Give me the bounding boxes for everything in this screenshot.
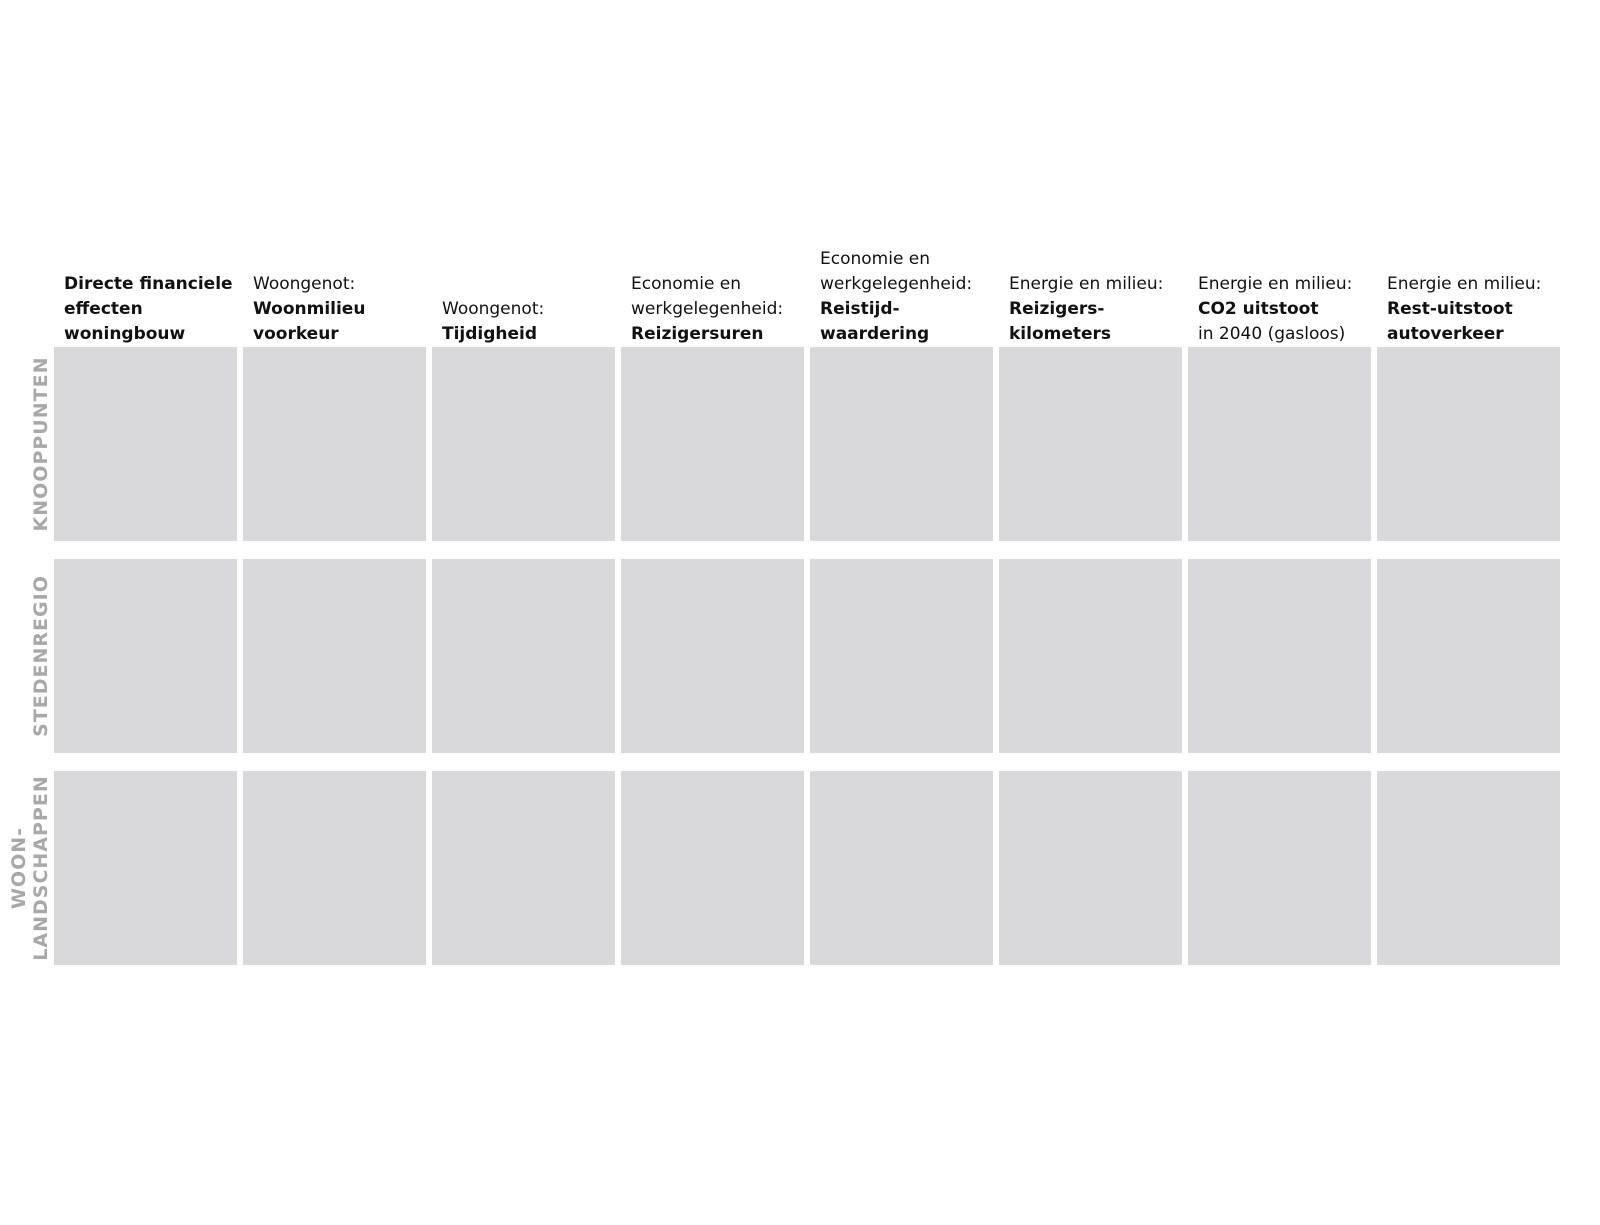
column-header-line: Reizigers- <box>1009 299 1104 319</box>
column-header-line: Energie en milieu: <box>1387 274 1541 294</box>
row-label-text: KNOOPPUNTEN <box>30 357 52 532</box>
panel <box>621 347 804 541</box>
panel <box>54 347 237 541</box>
row-label-text: STEDENREGIO <box>30 575 52 737</box>
panel <box>1377 559 1560 753</box>
panel <box>999 559 1182 753</box>
panel <box>432 771 615 965</box>
column-header: Energie en milieu: Rest-uitstoot autoverke… <box>1387 274 1541 344</box>
column-header: Woongenot: Woonmilieu voorkeur <box>253 274 365 344</box>
panel <box>999 771 1182 965</box>
panel <box>54 771 237 965</box>
column-header-line: Woongenot: <box>253 274 355 294</box>
column-header-line: voorkeur <box>253 324 339 344</box>
panel <box>54 559 237 753</box>
panel <box>810 347 993 541</box>
row-label: STEDENREGIO <box>30 575 52 737</box>
column-header: Economie en werkgelegenheid: Reistijd-waar… <box>820 249 972 344</box>
column-header-line: waardering <box>820 324 929 344</box>
row-label: WOON- LANDSCHAPPEN <box>8 775 52 960</box>
column-header: Energie en milieu: CO2 uitstoot in 2040 (g… <box>1198 274 1352 344</box>
column-header-line: Directe financiele <box>64 274 233 294</box>
panel <box>432 559 615 753</box>
panel <box>243 771 426 965</box>
column-header-line: werkgelegenheid: <box>631 299 783 319</box>
row-label-text: LANDSCHAPPEN <box>30 775 52 960</box>
panel <box>810 771 993 965</box>
panel <box>1377 347 1560 541</box>
panel <box>1188 347 1371 541</box>
panel <box>1188 771 1371 965</box>
panel <box>432 347 615 541</box>
column-header-line: effecten <box>64 299 143 319</box>
column-header: Economie en werkgelegenheid: Reizigersuren <box>631 274 783 344</box>
column-header-line: Woongenot: <box>442 299 544 319</box>
panel <box>243 559 426 753</box>
panel <box>810 559 993 753</box>
column-header-line: autoverkeer <box>1387 324 1504 344</box>
column-header-line: Reistijd- <box>820 299 900 319</box>
column-header-line: Reizigersuren <box>631 324 764 344</box>
column-header-line: in 2040 (gasloos) <box>1198 324 1345 344</box>
panel <box>1377 771 1560 965</box>
column-header-line: Rest-uitstoot <box>1387 299 1513 319</box>
column-header-line: kilometers <box>1009 324 1111 344</box>
panel <box>243 347 426 541</box>
panel <box>1188 559 1371 753</box>
panel <box>999 347 1182 541</box>
column-header-line: werkgelegenheid: <box>820 274 972 294</box>
column-header-line: woningbouw <box>64 324 186 344</box>
row-label: KNOOPPUNTEN <box>30 357 52 532</box>
column-header-line: CO2 uitstoot <box>1198 299 1318 319</box>
row-label-text: WOON- <box>8 827 30 909</box>
column-header-line: Economie en <box>631 274 741 294</box>
column-header: Directe financiele effecten woningbouw <box>64 274 233 344</box>
panel <box>621 771 804 965</box>
column-header: Woongenot: Tijdigheid <box>442 299 544 344</box>
panel <box>621 559 804 753</box>
column-header-line: Energie en milieu: <box>1009 274 1163 294</box>
column-header-line: Energie en milieu: <box>1198 274 1352 294</box>
column-header-line: Economie en <box>820 249 930 269</box>
column-header-line: Tijdigheid <box>442 324 537 344</box>
column-header-line: Woonmilieu <box>253 299 365 319</box>
column-header: Energie en milieu: Reizigers-kilometers <box>1009 274 1163 344</box>
